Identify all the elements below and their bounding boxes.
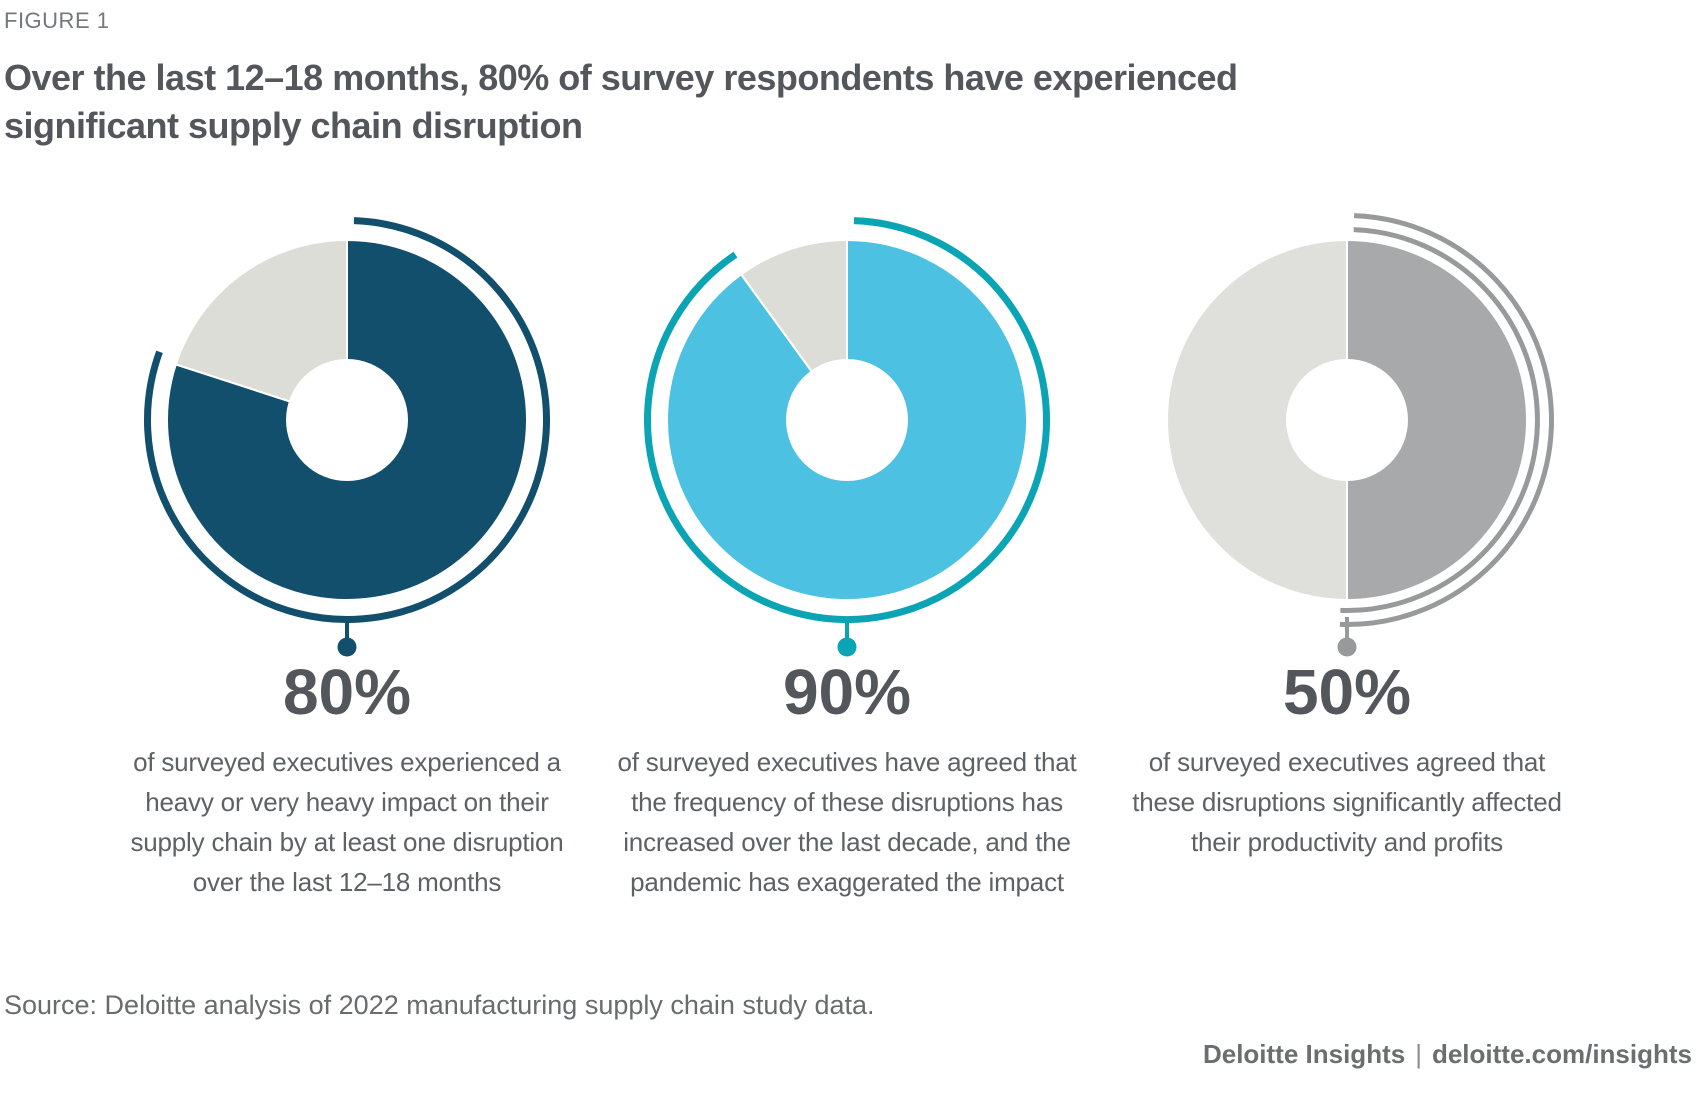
progress-arc [144,217,550,623]
percent-label: 90% [782,656,912,728]
charts-row: 80% of surveyed executives experienced a… [0,200,1700,902]
progress-arc-inner [1340,227,1540,613]
donut-chart-80pct [144,217,550,657]
chart-column-50pct: 50% of surveyed executives agreed that t… [1097,200,1597,902]
pin-dot [1337,637,1357,657]
footer-brand: Deloitte Insights [1202,1039,1406,1069]
donut-hole [786,359,908,481]
footer-site-link: deloitte.com/insights [1431,1039,1692,1069]
pin-dot [337,637,357,657]
donut-chart-90pct [644,217,1050,657]
progress-arc [644,217,1050,623]
pin-dot [837,637,857,657]
donut-hole [1286,359,1408,481]
donut-hole [286,359,408,481]
chart-column-90pct: 90% of surveyed executives have agreed t… [597,200,1097,902]
percent-description: of surveyed executives have agreed that … [617,747,1077,897]
value-slice [166,239,528,601]
source-note: Source: Deloitte analysis of 2022 manufa… [4,990,875,1020]
remainder-slice [174,239,348,421]
chart-column-80pct: 80% of surveyed executives experienced a… [97,200,597,902]
percent-description: of surveyed executives experienced a hea… [130,747,564,897]
donut-chart-50pct [1166,213,1554,657]
percent-label: 80% [282,656,412,728]
footer-branding: Deloitte Insights | deloitte.com/insights [1203,1038,1692,1070]
figure-title: Over the last 12–18 months, 80% of surve… [4,57,1238,146]
value-slice [1346,239,1528,601]
progress-arc-outer [1339,213,1554,627]
percent-label: 50% [1282,656,1412,728]
percent-description: of surveyed executives agreed that these… [1132,747,1562,857]
footer-separator: | [1415,1039,1422,1069]
figure-label: FIGURE 1 [4,8,110,33]
remainder-slice [1166,239,1348,601]
